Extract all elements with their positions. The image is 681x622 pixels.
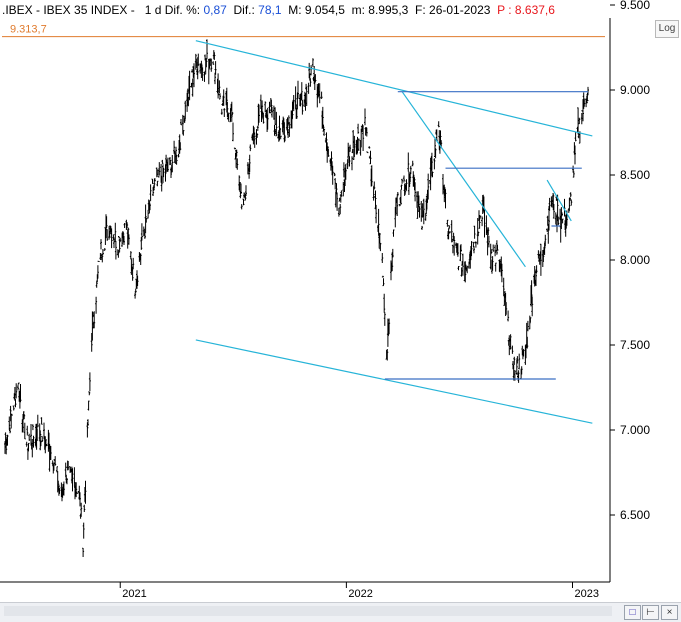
price-value: 8.637,6 — [514, 3, 555, 17]
symbol-label: .IBEX - IBEX 35 INDEX - — [2, 3, 135, 17]
pin-icon[interactable]: ⊢ — [642, 605, 659, 620]
x-tick-label: 2022 — [348, 588, 372, 600]
max-value: 9.054,5 — [304, 3, 345, 17]
horizontal-scrollbar[interactable] — [4, 606, 612, 616]
price-label: P : — [497, 3, 512, 17]
price-bars — [4, 39, 589, 557]
min-value: 8.995,3 — [368, 3, 409, 17]
date-value: 26-01-2023 — [429, 3, 491, 17]
y-tick-label: 6.500 — [620, 508, 650, 522]
x-tick-label: 2023 — [575, 588, 599, 600]
close-icon[interactable]: × — [661, 605, 678, 620]
y-tick-label: 7.000 — [620, 423, 650, 437]
dif-pct-label: Dif. %: — [164, 3, 201, 17]
y-tick-label: 9.000 — [620, 83, 650, 97]
date-label: F: — [415, 3, 426, 17]
trendline — [195, 40, 593, 137]
x-tick-label: 2021 — [122, 588, 146, 600]
dif-value: 78,1 — [258, 3, 282, 17]
dif-pct-value: 0,87 — [203, 3, 227, 17]
labels-layer: 6.500 7.000 7.500 8.000 8.500 9.000 9.500 2021 2… — [10, 0, 650, 600]
trendline — [546, 179, 572, 222]
axes-layer — [0, 4, 615, 588]
reference-line-label: 9.313,7 — [10, 24, 47, 36]
trendline — [401, 91, 526, 268]
min-label: m: — [351, 3, 365, 17]
trendlines-layer — [195, 40, 593, 424]
y-tick-label: 9.500 — [620, 0, 650, 12]
y-tick-label: 8.500 — [620, 168, 650, 182]
y-tick-label: 8.000 — [620, 253, 650, 267]
price-series-layer — [4, 39, 589, 557]
trendline — [195, 339, 593, 424]
save-icon[interactable]: □ — [624, 605, 641, 620]
quote-header: .IBEX - IBEX 35 INDEX - 1 d Dif. %: 0,87… — [2, 2, 555, 18]
max-label: M: — [288, 3, 302, 17]
y-tick-label: 7.500 — [620, 338, 650, 352]
log-scale-button[interactable]: Log — [655, 20, 679, 38]
period-label: 1 d — [144, 3, 162, 17]
dif-label: Dif.: — [233, 3, 255, 17]
